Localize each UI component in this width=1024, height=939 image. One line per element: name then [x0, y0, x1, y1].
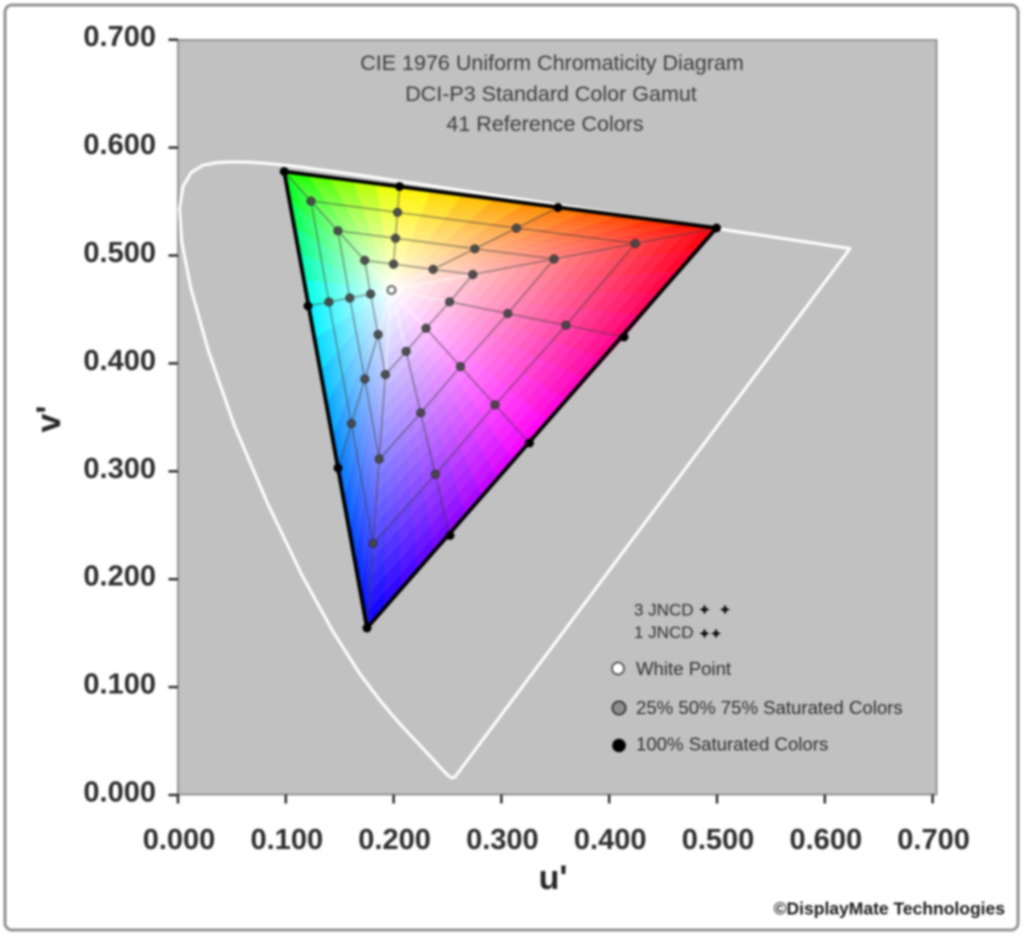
- svg-text:3 JNCD: 3 JNCD: [634, 601, 694, 620]
- svg-text:0.700: 0.700: [83, 21, 156, 53]
- svg-text:v': v': [30, 406, 68, 433]
- svg-text:DCI-P3 Standard Color Gamut: DCI-P3 Standard Color Gamut: [405, 82, 697, 106]
- svg-text:0.400: 0.400: [83, 345, 156, 377]
- svg-text:25% 50% 75% Saturated Colors: 25% 50% 75% Saturated Colors: [636, 697, 903, 718]
- svg-text:41 Reference Colors: 41 Reference Colors: [446, 112, 643, 136]
- svg-text:u': u': [539, 859, 568, 897]
- svg-text:100% Saturated Colors: 100% Saturated Colors: [636, 734, 828, 755]
- svg-text:White Point: White Point: [636, 658, 732, 679]
- svg-text:0.600: 0.600: [83, 129, 156, 161]
- svg-text:0.000: 0.000: [143, 824, 216, 856]
- svg-text:0.300: 0.300: [83, 453, 156, 485]
- svg-text:©DisplayMate Technologies: ©DisplayMate Technologies: [774, 899, 1006, 919]
- svg-text:0.500: 0.500: [682, 824, 755, 856]
- svg-text:0.200: 0.200: [358, 824, 431, 856]
- svg-text:0.100: 0.100: [83, 669, 156, 701]
- svg-text:0.400: 0.400: [574, 824, 647, 856]
- svg-text:0.200: 0.200: [83, 561, 156, 593]
- svg-text:0.100: 0.100: [251, 824, 324, 856]
- svg-text:0.600: 0.600: [790, 824, 863, 856]
- svg-text:0.500: 0.500: [83, 237, 156, 269]
- svg-text:1 JNCD: 1 JNCD: [634, 623, 694, 642]
- svg-text:0.700: 0.700: [897, 824, 970, 856]
- svg-text:CIE 1976 Uniform Chromaticity: CIE 1976 Uniform Chromaticity Diagram: [360, 51, 744, 75]
- svg-text:0.300: 0.300: [466, 824, 539, 856]
- svg-text:0.000: 0.000: [83, 777, 156, 809]
